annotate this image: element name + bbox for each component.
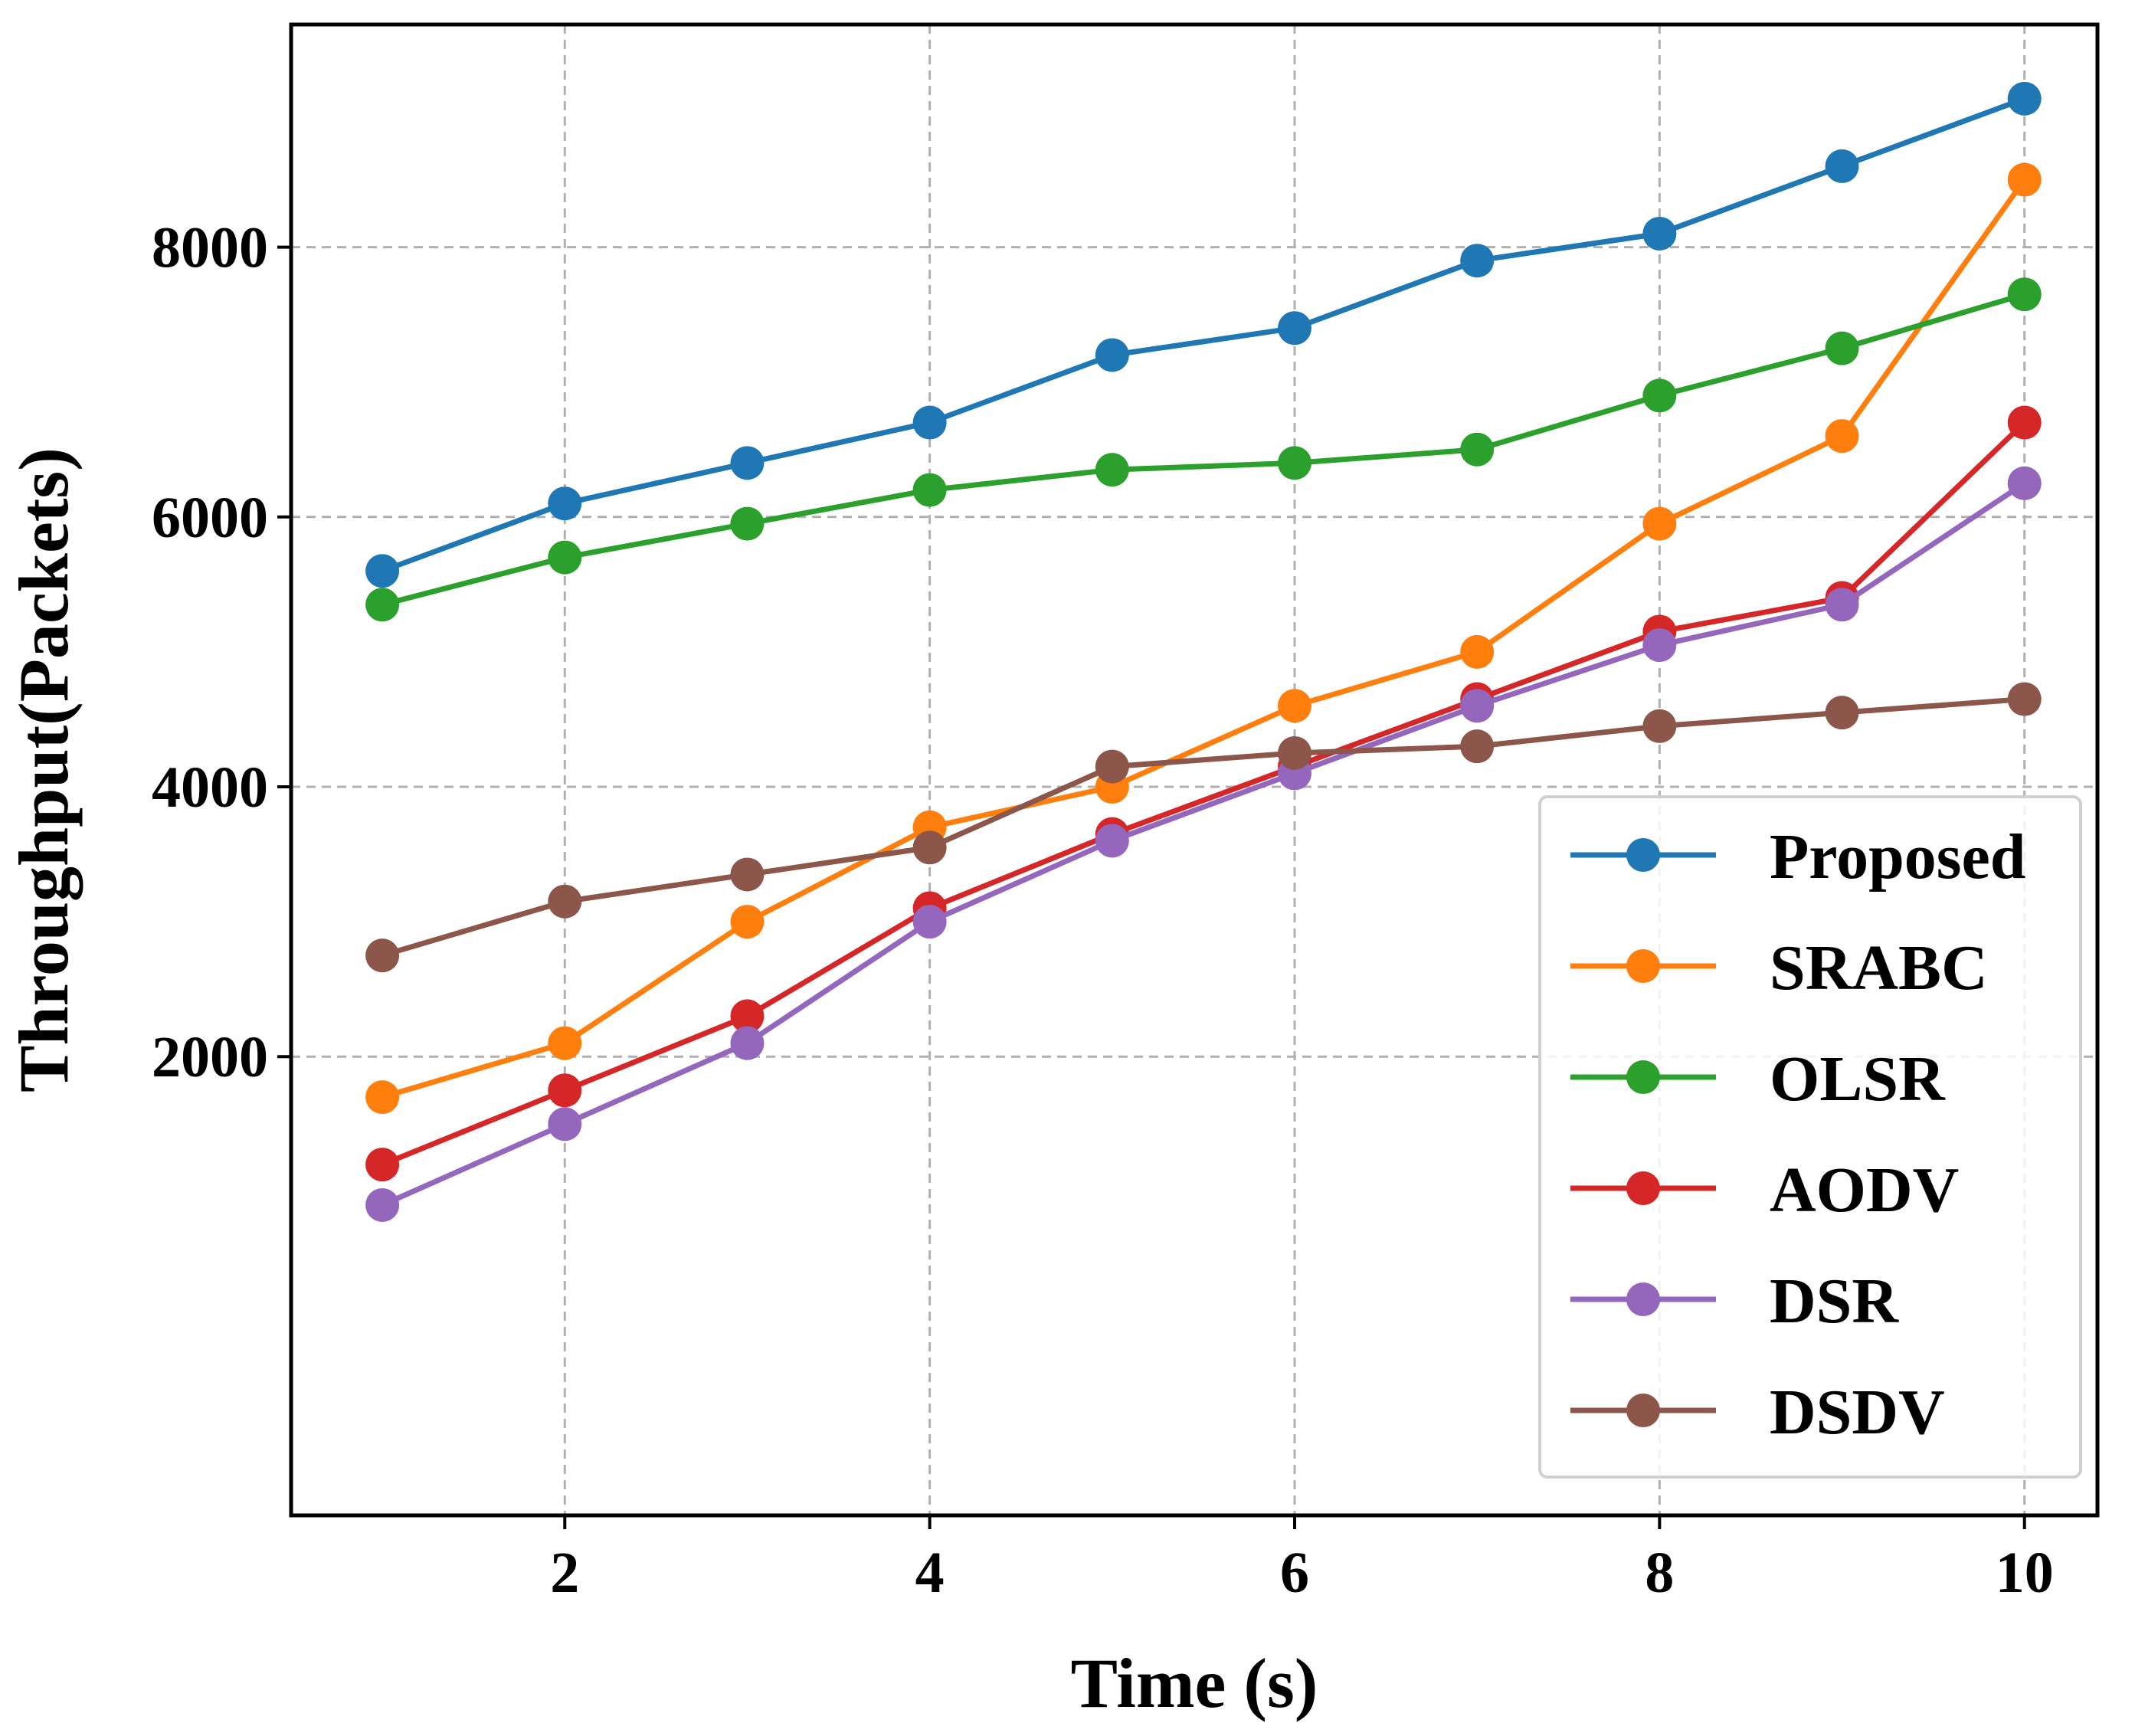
legend-label: OLSR — [1770, 1043, 1946, 1115]
legend-marker — [1626, 1060, 1660, 1094]
series-line — [381, 480, 2026, 1208]
data-point — [2007, 405, 2042, 440]
data-point — [1460, 432, 1495, 467]
series-layer — [365, 81, 2042, 1222]
data-point — [1825, 331, 1859, 365]
legend-item-srabc: SRABC — [1570, 932, 1988, 1004]
data-point — [912, 473, 947, 507]
data-point — [1460, 634, 1495, 669]
data-point — [365, 1080, 400, 1115]
legend-label: Proposed — [1770, 821, 2025, 893]
data-point — [730, 506, 765, 541]
data-point — [912, 830, 947, 865]
y-tick-label: 8000 — [152, 216, 268, 280]
data-point — [1095, 338, 1129, 372]
legend-item-aodv: AODV — [1570, 1155, 1959, 1226]
legend-label: SRABC — [1770, 932, 1988, 1004]
data-point — [1642, 628, 1677, 663]
series-proposed — [365, 81, 2042, 588]
data-point — [1642, 709, 1677, 743]
x-tick-label: 2 — [550, 1541, 579, 1605]
data-point — [548, 884, 582, 919]
data-point — [730, 1026, 765, 1060]
data-point — [1825, 149, 1859, 183]
data-point — [912, 405, 947, 440]
axis-ticks: 2 4 6 8 10 2000 4000 6000 8000 — [152, 216, 2054, 1605]
data-point — [912, 905, 947, 939]
x-tick-label: 10 — [1996, 1541, 2054, 1605]
series-dsdv — [365, 682, 2042, 973]
legend-marker — [1626, 949, 1660, 983]
data-point — [1460, 729, 1495, 764]
x-tick-label: 8 — [1645, 1541, 1674, 1605]
series-line — [381, 96, 2025, 574]
legend-label: DSDV — [1770, 1377, 1945, 1448]
legend-item-dsr: DSR — [1570, 1266, 1899, 1337]
data-point — [1095, 749, 1129, 784]
x-tick-label: 6 — [1280, 1541, 1309, 1605]
data-point — [548, 1026, 582, 1060]
data-point — [548, 486, 582, 521]
data-point — [1278, 446, 1311, 480]
legend-box — [1538, 795, 2082, 1479]
data-point — [1460, 244, 1495, 278]
data-point — [548, 540, 582, 575]
legend-item-proposed: Proposed — [1570, 821, 2025, 893]
data-point — [365, 554, 400, 588]
data-point — [548, 1073, 582, 1108]
data-point — [365, 1187, 400, 1222]
data-point — [730, 905, 765, 939]
legend-marker — [1626, 1282, 1660, 1316]
data-point — [1642, 378, 1677, 413]
data-point — [730, 857, 765, 892]
series-olsr — [365, 277, 2042, 622]
legend-label: AODV — [1770, 1155, 1959, 1226]
data-point — [365, 938, 400, 973]
legend-marker — [1626, 838, 1660, 872]
data-point — [730, 999, 765, 1033]
data-point — [1825, 588, 1859, 622]
data-point — [365, 1148, 400, 1182]
data-point — [1642, 506, 1677, 541]
y-tick-label: 4000 — [152, 755, 268, 820]
series-line — [381, 420, 2027, 1168]
data-point — [1278, 689, 1311, 723]
legend-marker — [1626, 1394, 1660, 1427]
series-line — [381, 178, 2027, 1100]
legend-marker — [1626, 1171, 1660, 1205]
data-point — [1825, 419, 1859, 454]
legend-label: DSR — [1770, 1266, 1899, 1337]
data-point — [1278, 735, 1311, 770]
data-point — [2007, 162, 2042, 197]
data-point — [1095, 824, 1129, 858]
data-point — [2007, 277, 2042, 312]
x-tick-label: 4 — [915, 1541, 945, 1605]
data-point — [1095, 453, 1129, 487]
y-axis-title: Throughput(Packets) — [5, 447, 83, 1092]
data-point — [1460, 689, 1495, 723]
y-tick-label: 2000 — [152, 1025, 268, 1089]
data-point — [1278, 311, 1311, 346]
series-line — [381, 696, 2025, 958]
legend-item-olsr: OLSR — [1570, 1043, 1946, 1115]
series-dsr — [365, 466, 2042, 1222]
x-axis-title: Time (s) — [1071, 1644, 1318, 1722]
data-point — [2007, 81, 2042, 116]
legend: Proposed SRABC OLSR AODV DSR DSDV — [1538, 795, 2082, 1479]
legend-item-dsdv: DSDV — [1570, 1377, 1945, 1448]
data-point — [548, 1107, 582, 1142]
data-point — [730, 446, 765, 480]
data-point — [1642, 216, 1677, 251]
data-point — [2007, 466, 2042, 500]
plot-frame — [289, 22, 2100, 1518]
series-line — [381, 291, 2025, 608]
data-point — [2007, 682, 2042, 716]
data-point — [365, 588, 400, 622]
data-point — [1825, 696, 1859, 730]
y-tick-label: 6000 — [152, 486, 268, 550]
